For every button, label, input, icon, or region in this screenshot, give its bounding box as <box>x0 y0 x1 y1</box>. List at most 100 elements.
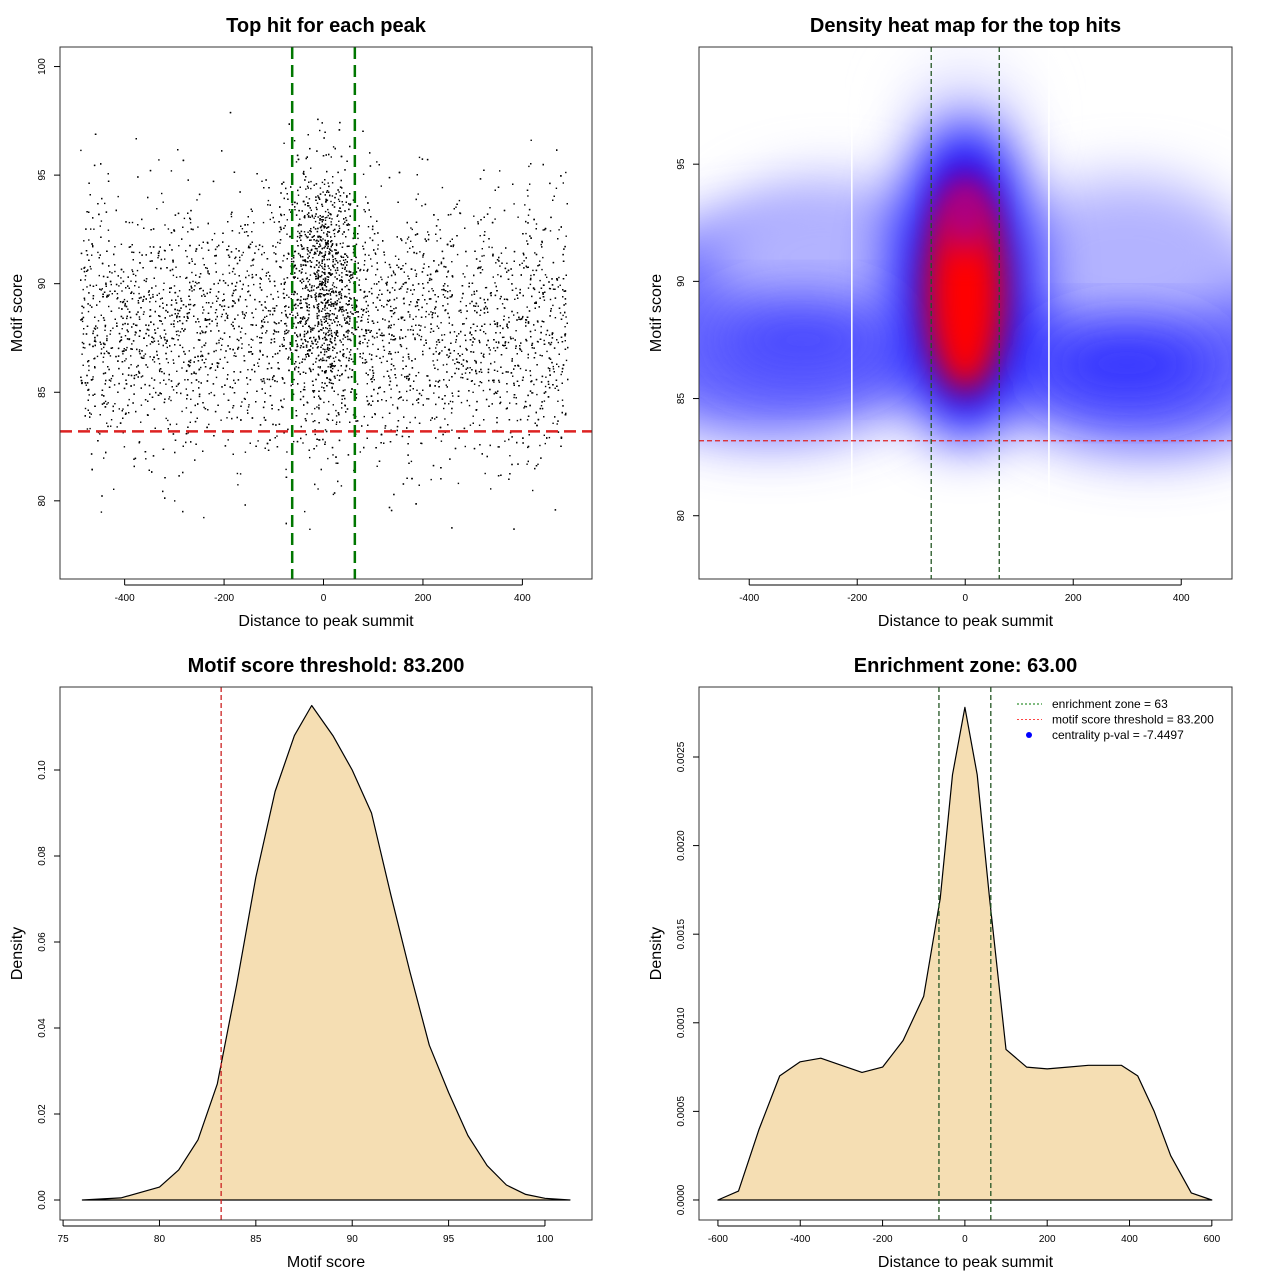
scatter-point <box>429 277 431 280</box>
scatter-point <box>539 260 541 262</box>
scatter-point <box>311 413 313 415</box>
scatter-point <box>198 381 200 383</box>
scatter-point <box>543 416 545 418</box>
scatter-point <box>411 293 414 295</box>
scatter-point <box>267 321 269 323</box>
scatter-point <box>527 214 530 216</box>
scatter-point <box>498 381 501 383</box>
scatter-point <box>260 378 262 381</box>
scatter-point <box>397 398 400 400</box>
scatter-point <box>165 352 167 355</box>
scatter-point <box>125 221 127 223</box>
scatter-point <box>340 295 343 297</box>
scatter-point <box>489 349 491 351</box>
scatter-point <box>233 355 235 357</box>
scatter-point <box>317 278 319 280</box>
scatter-point <box>211 320 213 322</box>
scatter-point <box>333 233 336 235</box>
scatter-point <box>208 302 210 304</box>
scatter-point <box>437 219 439 221</box>
scatter-point <box>369 165 372 167</box>
scatter-point <box>538 291 540 293</box>
scatter-point <box>346 348 348 350</box>
scatter-point <box>138 349 141 351</box>
scatter-point <box>317 325 319 327</box>
scatter-point <box>466 265 468 267</box>
scatter-point <box>262 221 265 224</box>
scatter-point <box>450 296 453 298</box>
scatter-point <box>217 366 219 368</box>
scatter-point <box>333 360 336 363</box>
scatter-point <box>441 186 444 189</box>
scatter-point <box>200 355 202 358</box>
scatter-point <box>342 314 344 316</box>
scatter-point <box>506 383 508 385</box>
scatter-point <box>191 290 193 292</box>
scatter-point <box>335 224 338 226</box>
scatter-point <box>327 226 330 228</box>
scatter-point <box>310 167 312 169</box>
scatter-point <box>338 220 340 222</box>
scatter-point <box>449 240 451 243</box>
scatter-point <box>262 318 265 321</box>
scatter-point <box>347 454 350 456</box>
scatter-point <box>334 276 336 278</box>
scatter-point <box>324 284 326 287</box>
scatter-point <box>463 323 465 325</box>
scatter-point <box>333 331 336 334</box>
scatter-point <box>81 318 83 320</box>
scatter-point <box>351 307 354 309</box>
scatter-point <box>193 289 195 291</box>
scatter-point <box>195 250 197 252</box>
scatter-point <box>142 313 145 315</box>
scatter-point <box>124 305 126 307</box>
scatter-point <box>499 265 501 267</box>
scatter-point <box>244 315 246 317</box>
scatter-point <box>170 350 173 353</box>
scatter-point <box>305 235 307 237</box>
scatter-point <box>341 373 343 376</box>
scatter-point <box>348 357 350 359</box>
scatter-point <box>194 281 197 283</box>
scatter-point <box>517 216 519 218</box>
scatter-point <box>534 252 536 254</box>
scatter-point <box>565 235 567 237</box>
scatter-point <box>421 271 424 273</box>
scatter-point <box>515 347 517 349</box>
scatter-point <box>431 288 433 290</box>
scatter-point <box>317 305 320 308</box>
scatter-point <box>355 304 357 306</box>
scatter-point <box>88 292 90 294</box>
scatter-point <box>131 326 133 328</box>
scatter-point <box>118 408 120 410</box>
scatter-point <box>362 352 364 355</box>
scatter-points <box>80 111 569 530</box>
scatter-point <box>479 260 481 262</box>
scatter-point <box>359 451 361 453</box>
scatter-point <box>323 289 325 291</box>
scatter-point <box>173 285 176 287</box>
scatter-point <box>523 260 525 262</box>
scatter-point <box>300 391 302 393</box>
scatter-point <box>370 258 372 260</box>
scatter-point <box>332 349 334 352</box>
scatter-point <box>275 424 277 426</box>
scatter-point <box>208 393 210 395</box>
scatter-point <box>315 292 317 294</box>
scatter-point <box>200 366 202 369</box>
scatter-point <box>151 377 153 379</box>
scatter-point <box>376 336 378 338</box>
scatter-point <box>225 350 227 352</box>
scatter-point <box>140 404 143 406</box>
scatter-point <box>365 196 367 198</box>
scatter-point <box>461 353 464 355</box>
scatter-point <box>336 421 338 423</box>
scatter-point <box>402 356 404 358</box>
scatter-point <box>190 398 192 400</box>
scatter-point <box>284 310 287 312</box>
scatter-point <box>241 401 243 403</box>
scatter-point <box>303 386 306 388</box>
scatter-point <box>472 391 474 393</box>
scatter-point <box>152 293 154 296</box>
scatter-point <box>302 280 305 282</box>
